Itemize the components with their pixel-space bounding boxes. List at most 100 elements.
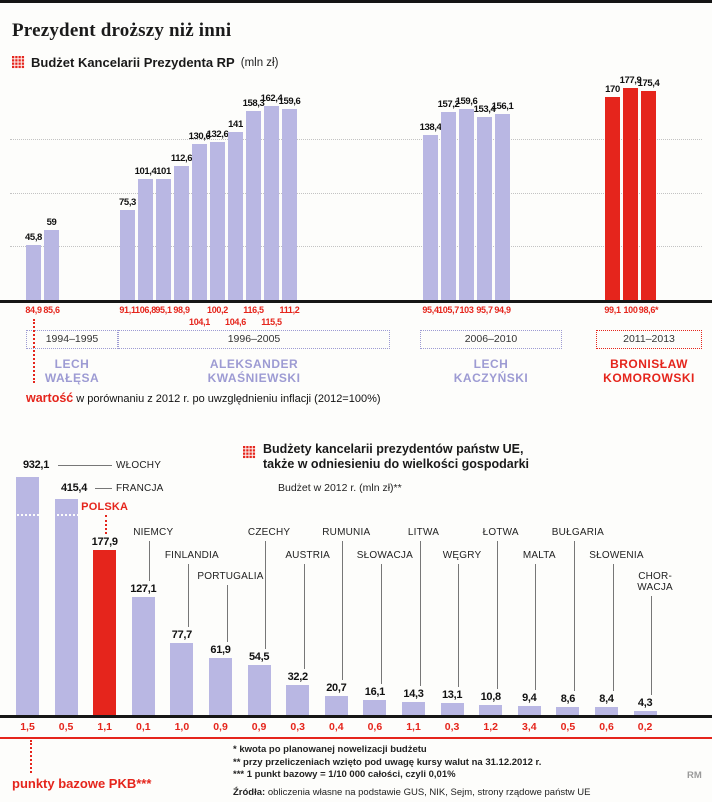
points-connector-line [30, 740, 32, 773]
chart2-bar-value: 32,2 [287, 671, 309, 684]
chart2-country-label: CHOR- WACJA [615, 571, 695, 593]
country-label-line: BUŁGARIA [551, 527, 604, 538]
chart2-country-label: RUMUNIA [306, 527, 386, 538]
chart2-bar [595, 707, 618, 715]
chart1-inflation-value: 94,9 [494, 305, 511, 315]
chart2-basis-point-value: 0,5 [560, 721, 576, 733]
chart2-country-label: SŁOWENIA [577, 550, 657, 561]
chart1-bar-value: 153,4 [473, 103, 496, 115]
chart2-country-label: AUSTRIA [268, 550, 348, 561]
chart2-leader-line [651, 596, 653, 695]
page-title: Prezydent droższy niż inni [12, 20, 232, 41]
chart1-inflation-value: 99,1 [604, 305, 621, 315]
chart1-bar-value: 132,6 [206, 128, 229, 140]
chart2-country-label: NIEMCY [113, 527, 193, 538]
chart2-basis-point-value: 0,5 [58, 721, 74, 733]
chart2-bar-value: 4,3 [637, 697, 653, 709]
note-text: w porównaniu z 2012 r. po uwzględnieniu … [73, 393, 381, 405]
chart2-country-label: WĘGRY [422, 550, 502, 561]
country-label-line: WĘGRY [442, 550, 482, 561]
country-label-line: WACJA [637, 582, 673, 593]
chart2-bar [170, 643, 194, 715]
chart2-bar-value: 127,1 [130, 583, 157, 596]
chart1-inflation-value: 115,5 [261, 317, 282, 327]
chart2-basis-point-value: 0,3 [444, 721, 460, 733]
credit: RM [687, 770, 702, 781]
chart1-bar [210, 141, 225, 300]
chart1-plot: 45,8 84,9 59 85,6 1994–1995 LECH WAŁĘSA 75,3 91,… [0, 72, 712, 387]
chart2-basis-point-value: 0,4 [328, 721, 344, 733]
chart1-period-box: 2011–2013 [596, 330, 702, 349]
chart1-bar [441, 112, 456, 300]
chart1-bar-value: 156,1 [491, 100, 514, 112]
president-name-line: KACZYŃSKI [453, 370, 529, 385]
scale-break-line [10, 514, 90, 516]
chart2-bar-value: 10,8 [480, 691, 502, 703]
chart1-inflation-value: 100 [623, 305, 638, 315]
chart2-bar [209, 657, 232, 715]
chart2-bar [479, 705, 503, 715]
chart2-country-label: SŁOWACJA [345, 550, 425, 561]
chart2-bar [402, 701, 425, 715]
chart2-bar [517, 706, 541, 715]
chart1-inflation-value: 95,1 [155, 305, 172, 315]
chart2-bar-value: 13,1 [441, 688, 463, 701]
note-keyword: wartość [26, 391, 74, 405]
chart2-bar [286, 685, 310, 715]
country-label-line: NIEMCY [133, 527, 174, 538]
chart1-bar-value: 177,9 [619, 74, 642, 86]
chart2-country-label: BUŁGARIA [538, 527, 618, 538]
chart1-bar [477, 116, 492, 300]
sources-line: Źródła: obliczenia własne na podstawie G… [233, 787, 590, 798]
country-label-line: LITWA [407, 527, 440, 538]
chart2-bar-value: 20,7 [326, 681, 347, 694]
country-label-line: ŁOTWA [482, 527, 519, 538]
chart2-country-label: WŁOCHY [116, 460, 162, 471]
chart1-period-box: 1996–2005 [118, 330, 390, 349]
chart2-bar-value: 8,6 [560, 693, 576, 705]
chart1-inflation-value: 95,7 [476, 305, 493, 315]
chart1-bar [423, 134, 438, 300]
chart2-leader-line [265, 541, 267, 649]
chart2-bar [440, 702, 464, 715]
chart2-footnotes: * kwota po planowanej nowelizacji budżet… [233, 744, 541, 782]
chart1-bar [623, 87, 638, 300]
note-connector-line [33, 319, 35, 383]
chart1-inflation-value: 84,9 [25, 305, 42, 315]
chart1-bar-value: 45,8 [25, 232, 42, 244]
chart1-president-name: BRONISŁAW KOMOROWSKI [596, 357, 702, 385]
chart1-bar [138, 178, 153, 300]
chart2-leader-line [535, 564, 537, 691]
chart1-inflation-value: 105,7 [437, 305, 460, 315]
chart1-bar-value: 138,4 [419, 121, 442, 133]
chart1-inflation-value: 100,2 [206, 305, 229, 315]
chart1-bar [641, 90, 656, 300]
chart1-bar [228, 131, 243, 300]
chart2-basis-point-value: 0,3 [290, 721, 305, 733]
chart1-bar [44, 229, 59, 300]
chart1-bar [495, 113, 510, 300]
country-label-line: SŁOWACJA [356, 550, 414, 561]
chart1-bar-value: 159,6 [278, 96, 301, 108]
sources-label: Źródła: [233, 787, 266, 798]
chart1-president-name: ALEKSANDER KWAŚNIEWSKI [118, 357, 390, 385]
president-name-line: WAŁĘSA [44, 370, 100, 385]
chart1-bar [174, 165, 189, 300]
chart1-gridline [10, 192, 702, 194]
chart2-bar-value: 932,1 [22, 459, 50, 471]
country-label-line: PORTUGALIA [197, 571, 264, 582]
chart2-leader-line [226, 585, 228, 642]
sources-text: obliczenia własne na podstawie GUS, NIK,… [265, 787, 591, 798]
chart1-bar-value: 162,4 [260, 93, 283, 104]
chart2-plot: Budżety kancelarii prezydentów państw UE… [0, 440, 712, 802]
chart2-country-label: CZECHY [229, 527, 309, 538]
chart2-country-label: FRANCJA [116, 483, 164, 494]
chart1-inflation-value: 106,8 [134, 305, 157, 315]
chart1-bar [459, 109, 474, 300]
chart2-bar-value: 9,4 [522, 692, 537, 705]
country-label-line: AUSTRIA [285, 550, 331, 561]
chart1-unit: (mln zł) [240, 56, 279, 69]
country-label-line: MALTA [522, 550, 556, 561]
chart2-country-label: MALTA [499, 550, 579, 561]
chart2-bar-value: 54,5 [248, 650, 270, 663]
